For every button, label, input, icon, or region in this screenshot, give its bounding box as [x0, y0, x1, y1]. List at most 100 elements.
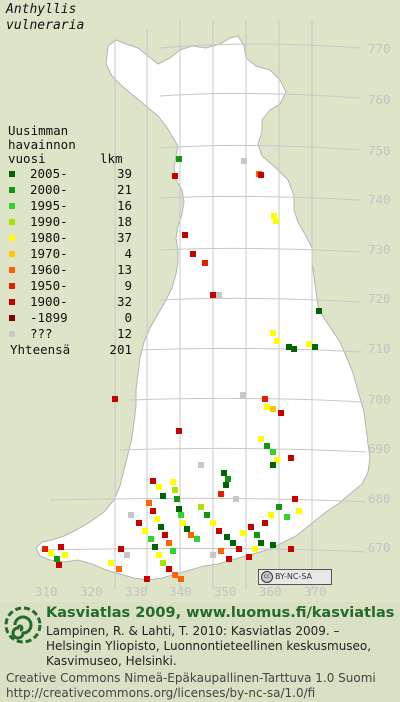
occurrence-square [262, 396, 268, 402]
legend-period-count: 13 [116, 262, 132, 277]
legend-period-label: ??? [30, 326, 53, 341]
x-tick-label: 330 [125, 584, 148, 599]
occurrence-square [178, 512, 184, 518]
occurrence-square [176, 428, 182, 434]
occurrence-square [288, 546, 294, 552]
x-tick-label: 360 [259, 584, 282, 599]
occurrence-square [176, 506, 182, 512]
occurrence-square [270, 406, 276, 412]
occurrence-square [210, 520, 216, 526]
occurrence-square [264, 404, 270, 410]
y-tick-label: 710 [368, 341, 391, 356]
x-axis-labels: 310 320 330 340 350 360 370 [35, 584, 327, 599]
occurrence-square [210, 292, 216, 298]
occurrence-square [216, 528, 222, 534]
occurrence-square [268, 512, 274, 518]
occurrence-square [178, 576, 184, 582]
occurrence-square [210, 552, 216, 558]
occurrence-square [144, 576, 150, 582]
x-tick-label: 350 [214, 584, 237, 599]
occurrence-square [160, 493, 166, 499]
occurrence-square [276, 504, 282, 510]
occurrence-square [240, 530, 246, 536]
occurrence-square [170, 479, 176, 485]
license-line[interactable]: http://creativecommons.org/licenses/by-n… [6, 686, 316, 700]
occurrence-square [312, 344, 318, 350]
occurrence-square [225, 476, 231, 482]
species-epithet: vulneraria [6, 18, 85, 33]
occurrence-square [246, 554, 252, 560]
occurrence-square [56, 562, 62, 568]
brand-title[interactable]: Kasviatlas 2009, www.luomus.fi/kasviatla… [46, 605, 395, 621]
occurrence-square [180, 520, 186, 526]
y-tick-label: 760 [368, 92, 391, 107]
legend-period-label: 2005- [30, 166, 68, 181]
occurrence-square [176, 156, 182, 162]
occurrence-square [223, 482, 229, 488]
legend-period-count: 18 [116, 214, 132, 229]
occurrence-square [174, 496, 180, 502]
legend-period-label: 1995- [30, 198, 68, 213]
legend-period-count: 37 [116, 230, 132, 245]
legend-total: Yhteensä 201 [8, 342, 188, 358]
occurrence-square [216, 292, 222, 298]
legend-swatch [9, 315, 15, 321]
occurrence-square [156, 484, 162, 490]
legend-total-count: 201 [109, 342, 132, 357]
legend-period-label: 1960- [30, 262, 68, 277]
occurrence-square [273, 218, 279, 224]
legend-row: 1990- 18 [8, 214, 188, 230]
occurrence-square [142, 528, 148, 534]
occurrence-square [204, 512, 210, 518]
occurrence-square [118, 546, 124, 552]
legend-header-line: vuosi [8, 151, 46, 166]
kasviatlas-logo-icon [4, 606, 42, 644]
occurrence-square [258, 436, 264, 442]
occurrence-square [182, 232, 188, 238]
legend-period-count: 32 [116, 294, 132, 309]
x-tick-label: 370 [304, 584, 327, 599]
citation: Lampinen, R. & Lahti, T. 2010: Kasviatla… [46, 624, 396, 669]
legend-period-count: 21 [116, 182, 132, 197]
occurrence-square [233, 496, 239, 502]
occurrence-square [162, 532, 168, 538]
occurrence-square [172, 572, 178, 578]
legend-period-label: 2000- [30, 182, 68, 197]
occurrence-square [248, 524, 254, 530]
occurrence-square [306, 341, 312, 347]
occurrence-square [254, 532, 260, 538]
occurrence-square [172, 173, 178, 179]
legend-total-label: Yhteensä [10, 342, 71, 357]
legend-row: 1950- 9 [8, 278, 188, 294]
occurrence-square [166, 540, 172, 546]
legend-swatch [9, 283, 15, 289]
legend-swatch [9, 219, 15, 225]
occurrence-square [270, 462, 276, 468]
cc-license-badge[interactable]: cc BY-NC-SA [258, 569, 332, 585]
legend-period-label: 1980- [30, 230, 68, 245]
legend-row: 1900- 32 [8, 294, 188, 310]
occurrence-square [188, 532, 194, 538]
occurrence-square [316, 308, 322, 314]
legend-period-count: 4 [124, 246, 132, 261]
legend-period-label: 1970- [30, 246, 68, 261]
cc-badge-text: BY-NC-SA [275, 572, 313, 581]
occurrence-square [128, 512, 134, 518]
occurrence-square [150, 478, 156, 484]
occurrence-square [292, 496, 298, 502]
occurrence-square [108, 560, 114, 566]
legend-period-label: 1950- [30, 278, 68, 293]
legend-row: -1899 0 [8, 310, 188, 326]
y-tick-label: 770 [368, 41, 391, 56]
citation-line: Lampinen, R. & Lahti, T. 2010: Kasviatla… [46, 624, 340, 638]
occurrence-square [278, 410, 284, 416]
legend-header: Uusimman havainnon vuosi lkm [8, 124, 158, 166]
license-line: Creative Commons Nimeä-Epäkaupallinen-Ta… [6, 671, 376, 685]
legend-period-count: 39 [116, 166, 132, 181]
occurrence-square [172, 487, 178, 493]
distribution-map: 770 760 750 740 730 720 710 700 690 680 … [35, 20, 391, 599]
occurrence-square [262, 520, 268, 526]
occurrence-square [112, 396, 118, 402]
legend-row: 1995- 16 [8, 198, 188, 214]
legend-swatch [9, 203, 15, 209]
